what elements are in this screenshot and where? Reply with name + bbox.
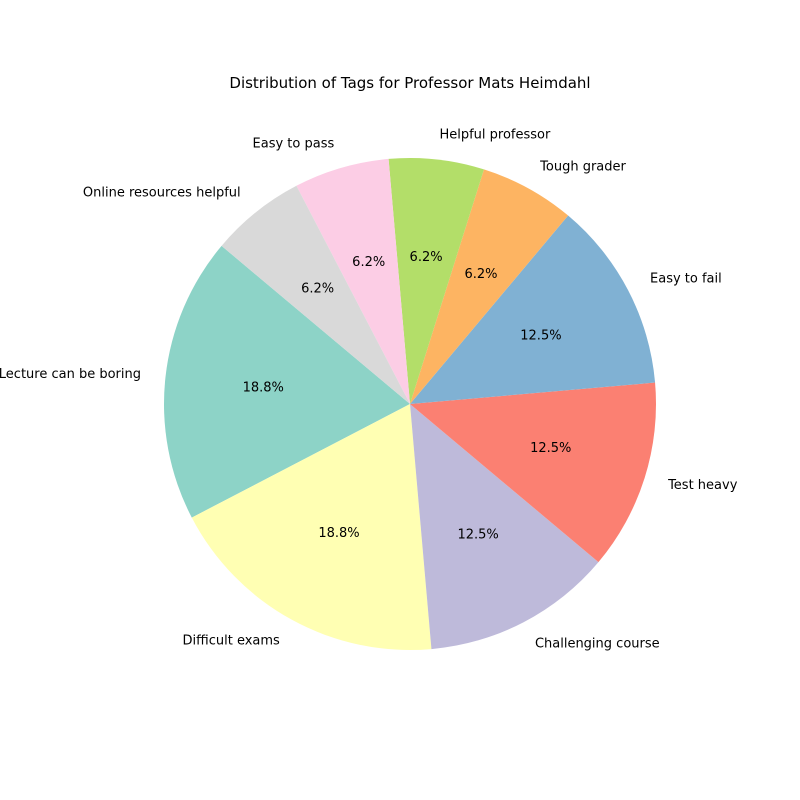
slice-label: Easy to pass: [253, 137, 335, 152]
pie-slices: [164, 158, 657, 650]
slice-label: Challenging course: [535, 637, 660, 652]
pie-slice: [410, 215, 656, 404]
slice-percent-label: 12.5%: [520, 328, 561, 343]
slice-label: Lecture can be boring: [0, 367, 141, 382]
slice-percent-label: 6.2%: [464, 267, 497, 282]
slice-percent-label: 18.8%: [318, 526, 359, 541]
slice-percent-label: 6.2%: [352, 255, 385, 270]
slice-percent-label: 18.8%: [243, 380, 284, 395]
pie-slice: [410, 404, 599, 650]
slice-label: Difficult exams: [183, 634, 281, 649]
slice-label: Tough grader: [539, 159, 626, 174]
slice-percent-label: 12.5%: [457, 527, 498, 542]
chart-title: Distribution of Tags for Professor Mats …: [229, 74, 590, 92]
pie-labels: Lecture can be boring 18.8% Difficult exam…: [0, 128, 738, 652]
pie-slice: [296, 158, 410, 404]
slice-percent-label: 6.2%: [410, 250, 443, 265]
slice-label: Online resources helpful: [83, 185, 241, 200]
slice-label: Test heavy: [667, 478, 738, 493]
pie-slice: [221, 185, 410, 404]
slice-label: Helpful professor: [439, 128, 551, 143]
pie-slice: [410, 382, 657, 563]
slice-percent-label: 6.2%: [301, 281, 334, 296]
pie-slice: [164, 245, 410, 518]
pie-slice: [191, 404, 432, 650]
pie-slice: [410, 169, 569, 404]
pie-slice: [388, 158, 484, 404]
slice-label: Easy to fail: [650, 272, 722, 287]
slice-percent-label: 12.5%: [530, 441, 571, 456]
